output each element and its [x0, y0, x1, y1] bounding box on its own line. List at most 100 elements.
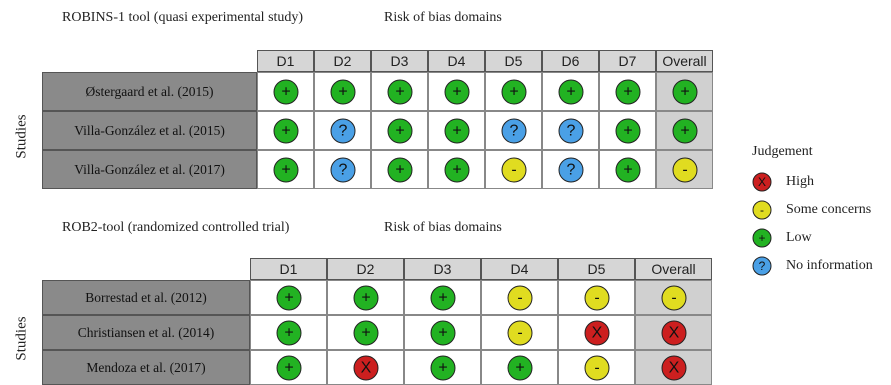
low-judgement-icon: +	[430, 285, 455, 310]
low-judgement-icon: +	[387, 79, 412, 104]
panel1-domains-title: Risk of bias domains	[384, 10, 502, 25]
column-header-d7: D7	[599, 50, 656, 72]
judgement-cell: -	[656, 150, 713, 189]
low-judgement-icon: +	[615, 118, 640, 143]
judgement-symbol: +	[509, 83, 518, 100]
judgement-symbol: +	[281, 161, 290, 178]
high-judgement-icon: X	[353, 355, 378, 380]
judgement-cell: +	[314, 72, 371, 111]
judgement-cell: +	[485, 72, 542, 111]
study-label: Borrestad et al. (2012)	[42, 280, 250, 315]
judgement-cell: +	[257, 111, 314, 150]
judgement-symbol: +	[438, 359, 447, 376]
legend-item-no-information: ? No information	[752, 256, 873, 276]
judgement-cell: +	[257, 150, 314, 189]
judgement-symbol: -	[517, 324, 522, 341]
judgement-cell: -	[485, 150, 542, 189]
some-concerns-judgement-icon: -	[501, 157, 526, 182]
legend-label: High	[786, 174, 814, 189]
judgement-symbol: +	[361, 324, 370, 341]
judgement-symbol: +	[284, 289, 293, 306]
study-label: Christiansen et al. (2014)	[42, 315, 250, 350]
judgement-cell: +	[250, 280, 327, 315]
legend-item-low: + Low	[752, 228, 812, 248]
high-judgement-icon: X	[661, 355, 686, 380]
column-header-d4: D4	[481, 258, 558, 280]
no-information-judgement-icon: ?	[501, 118, 526, 143]
low-judgement-icon: +	[276, 355, 301, 380]
column-header-overall: Overall	[635, 258, 712, 280]
judgement-symbol: -	[517, 289, 522, 306]
judgement-cell: +	[404, 350, 481, 385]
column-header-d1: D1	[250, 258, 327, 280]
no-information-judgement-icon: ?	[558, 118, 583, 143]
column-header-overall: Overall	[656, 50, 713, 72]
low-judgement-icon: +	[507, 355, 532, 380]
judgement-symbol: -	[671, 289, 676, 306]
legend-label: Low	[786, 230, 812, 245]
judgement-symbol: +	[452, 83, 461, 100]
judgement-cell: X	[635, 315, 712, 350]
judgement-symbol: -	[760, 203, 764, 217]
judgement-cell: +	[656, 72, 713, 111]
low-judgement-icon: +	[273, 157, 298, 182]
some-concerns-judgement-icon: -	[672, 157, 697, 182]
judgement-cell: -	[481, 280, 558, 315]
judgement-cell: +	[428, 111, 485, 150]
no-information-judgement-icon: ?	[330, 157, 355, 182]
high-judgement-icon: X	[661, 320, 686, 345]
study-label: Villa-González et al. (2017)	[42, 150, 257, 189]
low-judgement-icon: +	[615, 79, 640, 104]
judgement-cell: X	[635, 350, 712, 385]
judgement-symbol: +	[623, 122, 632, 139]
judgement-cell: +	[250, 315, 327, 350]
judgement-symbol: +	[623, 83, 632, 100]
column-header-d2: D2	[327, 258, 404, 280]
low-judgement-icon: +	[444, 79, 469, 104]
low-judgement-icon: +	[273, 79, 298, 104]
judgement-symbol: +	[566, 83, 575, 100]
judgement-symbol: +	[284, 324, 293, 341]
high-judgement-icon: X	[584, 320, 609, 345]
judgement-cell: +	[599, 72, 656, 111]
judgement-cell: +	[371, 111, 428, 150]
study-label: Mendoza et al. (2017)	[42, 350, 250, 385]
low-judgement-icon: +	[672, 79, 697, 104]
judgement-symbol: X	[668, 359, 679, 376]
study-label: Villa-González et al. (2015)	[42, 111, 257, 150]
some-concerns-judgement-icon: -	[752, 200, 772, 220]
column-header-d1: D1	[257, 50, 314, 72]
low-judgement-icon: +	[353, 285, 378, 310]
panel2-domains-title: Risk of bias domains	[384, 220, 502, 235]
judgement-cell: +	[404, 315, 481, 350]
judgement-symbol: +	[452, 122, 461, 139]
judgement-cell: +	[371, 72, 428, 111]
judgement-cell: +	[599, 150, 656, 189]
low-judgement-icon: +	[672, 118, 697, 143]
some-concerns-judgement-icon: -	[584, 285, 609, 310]
judgement-symbol: +	[758, 231, 765, 245]
column-header-d2: D2	[314, 50, 371, 72]
judgement-symbol: +	[680, 122, 689, 139]
judgement-symbol: +	[284, 359, 293, 376]
judgement-symbol: X	[758, 175, 766, 189]
judgement-symbol: +	[515, 359, 524, 376]
judgement-symbol: -	[594, 289, 599, 306]
no-information-judgement-icon: ?	[558, 157, 583, 182]
panel2-ylabel: Studies	[13, 316, 30, 361]
judgement-symbol: +	[281, 83, 290, 100]
judgement-cell: -	[558, 350, 635, 385]
judgement-symbol: +	[452, 161, 461, 178]
some-concerns-judgement-icon: -	[584, 355, 609, 380]
low-judgement-icon: +	[501, 79, 526, 104]
column-header-d4: D4	[428, 50, 485, 72]
low-judgement-icon: +	[387, 157, 412, 182]
low-judgement-icon: +	[558, 79, 583, 104]
judgement-cell: +	[327, 280, 404, 315]
judgement-cell: X	[327, 350, 404, 385]
some-concerns-judgement-icon: -	[507, 285, 532, 310]
judgement-symbol: ?	[338, 161, 347, 178]
column-header-d3: D3	[404, 258, 481, 280]
low-judgement-icon: +	[353, 320, 378, 345]
judgement-symbol: ?	[566, 122, 575, 139]
